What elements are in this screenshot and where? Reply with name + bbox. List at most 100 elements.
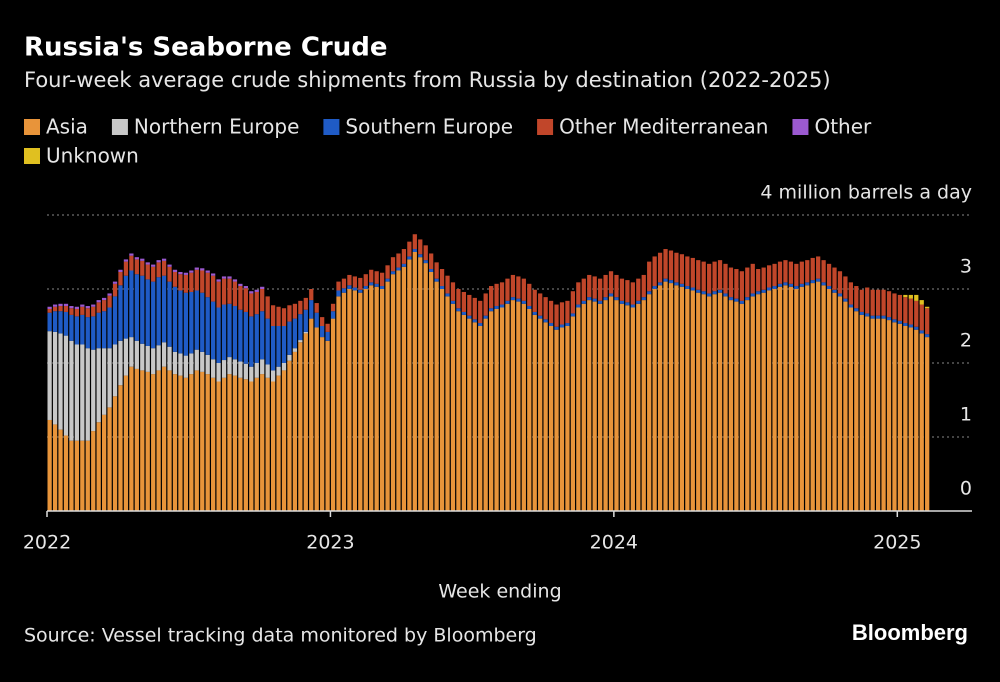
- bar-segment: [701, 291, 706, 295]
- bar-segment: [102, 348, 107, 415]
- bar-segment: [336, 281, 341, 291]
- bar-segment: [794, 289, 799, 511]
- bar-segment: [52, 311, 58, 332]
- bar-segment: [172, 374, 178, 511]
- bar-segment: [559, 324, 565, 328]
- bar-segment: [303, 333, 308, 511]
- bar-segment: [881, 315, 886, 319]
- bar-segment: [211, 359, 216, 378]
- bar-segment: [91, 304, 96, 307]
- bar-segment: [707, 263, 712, 294]
- bar-segment: [69, 340, 74, 441]
- bar-segment: [243, 288, 248, 312]
- bar-segment: [554, 326, 559, 330]
- bar-segment: [118, 385, 123, 511]
- bar-segment: [859, 311, 864, 315]
- bar-segment: [298, 314, 303, 341]
- bar-segment: [816, 278, 821, 282]
- bar-segment: [123, 338, 129, 376]
- bar-segment: [483, 318, 488, 511]
- bar-segment: [178, 375, 183, 511]
- bar-segment: [908, 327, 913, 511]
- bar-segment: [565, 323, 570, 326]
- bar-segment: [91, 349, 96, 432]
- bar-segment: [832, 267, 837, 290]
- bar-segment: [96, 422, 101, 511]
- bar-segment: [287, 354, 292, 361]
- bar-segment: [908, 294, 913, 299]
- bar-segment: [532, 314, 537, 511]
- bar-segment: [249, 293, 254, 317]
- bar-segment: [690, 257, 695, 288]
- bar-segment: [112, 281, 118, 284]
- y-tick-label: 4 million barrels a day: [760, 182, 972, 204]
- bar-segment: [461, 291, 466, 312]
- y-tick-label: 1: [960, 404, 972, 426]
- bar-segment: [870, 315, 875, 319]
- bar-segment: [630, 307, 635, 511]
- bar-segment: [761, 267, 766, 290]
- bar-segment: [570, 291, 576, 314]
- bar-segment: [581, 278, 586, 301]
- bar-segment: [80, 440, 85, 511]
- bar-segment: [243, 379, 248, 511]
- bar-segment: [848, 282, 853, 305]
- bar-segment: [412, 252, 417, 511]
- bar-segment: [777, 283, 783, 287]
- bar-segment: [739, 300, 744, 304]
- bar-segment: [510, 297, 516, 301]
- bar-segment: [254, 314, 259, 363]
- y-tick-label: 0: [960, 478, 972, 500]
- bar-segment: [298, 300, 303, 315]
- bar-segment: [734, 301, 739, 511]
- bar-segment: [314, 327, 319, 511]
- bar-segment: [799, 286, 804, 511]
- bar-segment: [570, 316, 576, 511]
- bar-segment: [652, 289, 657, 511]
- bar-segment: [674, 252, 679, 283]
- bar-segment: [112, 283, 118, 297]
- bar-segment: [821, 260, 826, 283]
- bar-segment: [390, 271, 396, 275]
- bar-segment: [630, 282, 635, 305]
- bar-segment: [608, 271, 614, 294]
- bar-segment: [837, 271, 843, 294]
- bar-segment: [178, 271, 183, 275]
- bar-segment: [69, 306, 74, 309]
- bar-segment: [886, 291, 892, 318]
- bar-segment: [816, 256, 821, 279]
- bar-segment: [439, 289, 445, 511]
- bar-segment: [172, 286, 178, 352]
- bar-segment: [292, 351, 298, 511]
- bar-segment: [232, 279, 238, 282]
- bar-segment: [772, 289, 777, 511]
- bar-segment: [854, 286, 859, 309]
- bar-segment: [363, 274, 368, 287]
- bar-segment: [799, 261, 804, 284]
- bar-segment: [766, 290, 772, 511]
- bar-segment: [189, 270, 194, 273]
- bar-segment: [647, 291, 652, 295]
- legend-swatch: [792, 119, 809, 135]
- bar-segment: [870, 318, 875, 511]
- bar-segment: [843, 276, 848, 299]
- bar-segment: [145, 264, 150, 280]
- bar-segment: [281, 370, 287, 511]
- bar-segment: [52, 424, 58, 511]
- bar-segment: [592, 276, 597, 299]
- bar-segment: [467, 294, 472, 316]
- bar-segment: [559, 302, 565, 325]
- bar-segment: [510, 300, 516, 511]
- bar-segment: [723, 296, 728, 511]
- legend-swatch: [24, 119, 40, 135]
- bar-segment: [587, 274, 592, 298]
- bar-segment: [499, 307, 505, 511]
- bar-segment: [63, 303, 69, 307]
- bar-segment: [309, 318, 314, 511]
- bar-segment: [74, 440, 80, 511]
- bar-segment: [352, 276, 357, 288]
- bar-segment: [58, 333, 63, 430]
- bar-segment: [107, 407, 112, 511]
- bar-segment: [892, 322, 897, 511]
- bar-segment: [707, 296, 712, 511]
